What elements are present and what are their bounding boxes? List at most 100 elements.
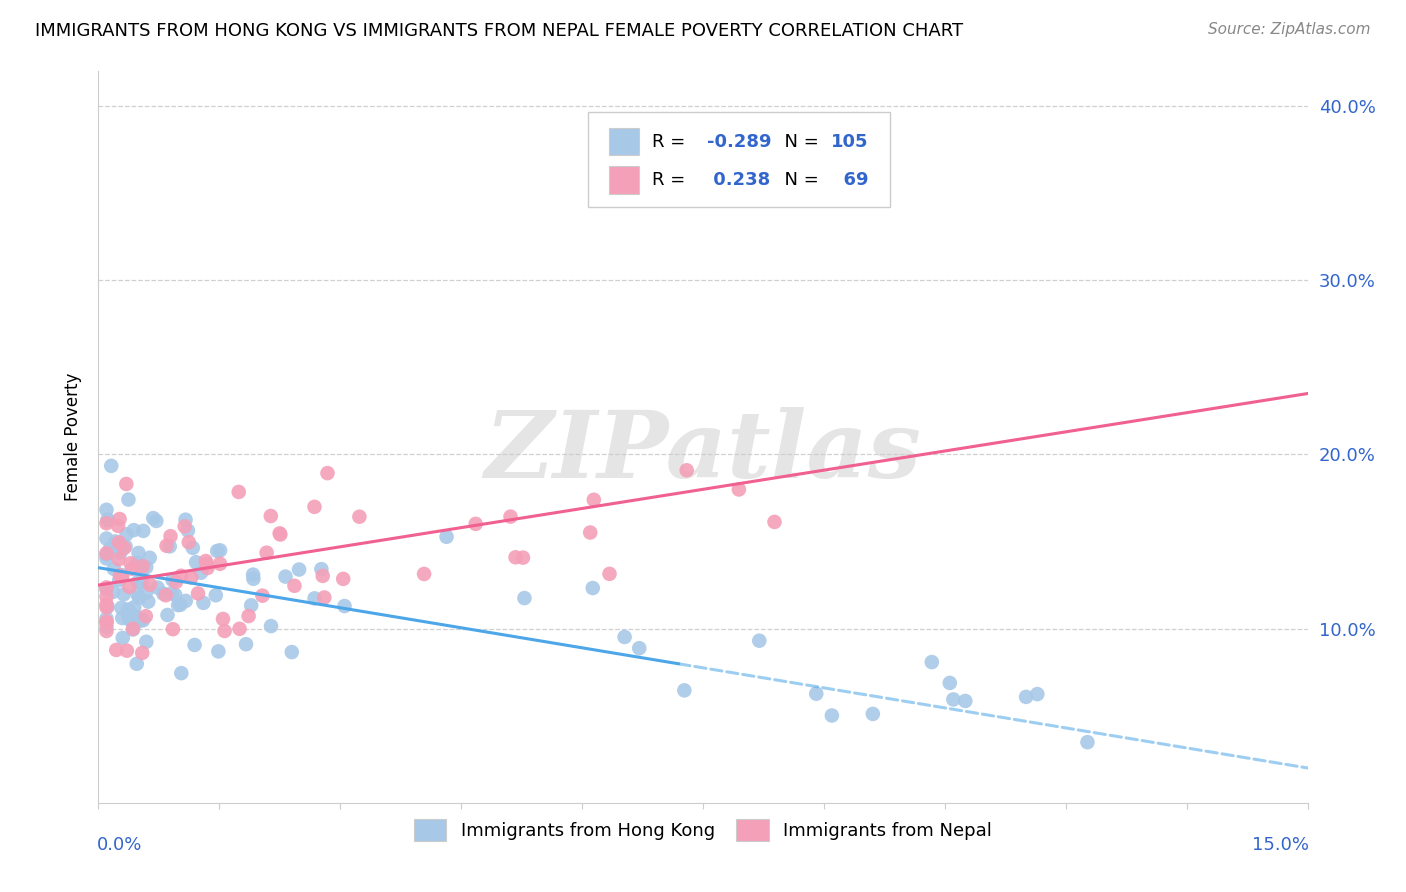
- Point: [212, 612, 235, 626]
- Point: [96, 612, 118, 626]
- Point: [108, 535, 131, 549]
- Point: [628, 641, 651, 656]
- Point: [128, 546, 150, 560]
- Point: [117, 492, 139, 507]
- Point: [311, 562, 333, 576]
- Text: 15.0%: 15.0%: [1251, 836, 1309, 854]
- FancyBboxPatch shape: [609, 167, 638, 194]
- Point: [281, 645, 304, 659]
- Point: [512, 550, 534, 565]
- Point: [170, 569, 193, 583]
- Point: [228, 484, 250, 499]
- Point: [96, 600, 118, 615]
- Point: [111, 568, 134, 582]
- Text: 0.238: 0.238: [707, 171, 770, 189]
- Point: [499, 509, 522, 524]
- Point: [122, 615, 145, 629]
- Point: [582, 492, 605, 507]
- Point: [288, 562, 311, 576]
- Point: [155, 588, 177, 602]
- Point: [190, 566, 212, 580]
- Point: [108, 512, 131, 526]
- Point: [122, 523, 145, 537]
- Point: [117, 602, 139, 616]
- Point: [256, 546, 278, 560]
- Point: [122, 623, 145, 637]
- Point: [209, 543, 232, 558]
- Point: [204, 588, 226, 602]
- Point: [104, 534, 127, 549]
- Y-axis label: Female Poverty: Female Poverty: [65, 373, 83, 501]
- Point: [269, 526, 291, 541]
- Point: [169, 598, 191, 612]
- Text: 105: 105: [831, 133, 869, 151]
- Point: [96, 582, 118, 597]
- Point: [111, 631, 134, 645]
- Point: [129, 558, 152, 573]
- Point: [103, 584, 125, 599]
- Point: [921, 655, 943, 669]
- Point: [120, 557, 142, 571]
- Point: [332, 572, 354, 586]
- Point: [183, 638, 205, 652]
- Point: [115, 527, 138, 541]
- Point: [96, 615, 118, 630]
- Point: [728, 483, 751, 497]
- Point: [174, 594, 197, 608]
- Point: [173, 519, 195, 533]
- Point: [862, 706, 884, 721]
- Point: [98, 541, 121, 556]
- Point: [146, 581, 169, 595]
- Point: [806, 687, 828, 701]
- Point: [118, 612, 141, 626]
- Point: [135, 634, 157, 648]
- Point: [304, 500, 326, 514]
- Point: [110, 546, 132, 560]
- Point: [127, 556, 149, 570]
- Point: [159, 540, 181, 554]
- Point: [107, 537, 129, 551]
- Point: [181, 541, 204, 555]
- Point: [128, 614, 150, 628]
- Point: [131, 564, 153, 578]
- Point: [96, 551, 118, 566]
- Point: [142, 511, 165, 525]
- Point: [96, 598, 118, 612]
- Point: [103, 562, 125, 576]
- Point: [228, 622, 250, 636]
- Point: [118, 580, 141, 594]
- FancyBboxPatch shape: [588, 112, 890, 207]
- Point: [162, 573, 184, 587]
- Point: [96, 590, 118, 604]
- Point: [97, 599, 120, 614]
- Point: [132, 524, 155, 538]
- Point: [139, 577, 162, 591]
- Point: [105, 643, 128, 657]
- Point: [274, 569, 297, 583]
- Point: [96, 624, 118, 638]
- Point: [413, 566, 436, 581]
- Point: [96, 548, 118, 562]
- Point: [112, 587, 135, 601]
- Point: [96, 513, 118, 527]
- Legend: Immigrants from Hong Kong, Immigrants from Nepal: Immigrants from Hong Kong, Immigrants fr…: [406, 812, 1000, 848]
- Text: IMMIGRANTS FROM HONG KONG VS IMMIGRANTS FROM NEPAL FEMALE POVERTY CORRELATION CH: IMMIGRANTS FROM HONG KONG VS IMMIGRANTS …: [35, 22, 963, 40]
- Point: [582, 581, 605, 595]
- Point: [316, 466, 339, 480]
- Text: 69: 69: [831, 171, 869, 189]
- Point: [939, 676, 962, 690]
- Point: [121, 562, 143, 576]
- Point: [193, 596, 215, 610]
- Point: [283, 579, 305, 593]
- Point: [180, 570, 202, 584]
- Point: [260, 508, 283, 523]
- Point: [314, 591, 336, 605]
- Point: [167, 598, 190, 612]
- Point: [955, 694, 977, 708]
- Point: [214, 624, 236, 638]
- Point: [96, 620, 118, 634]
- Point: [108, 568, 131, 582]
- Point: [513, 591, 536, 605]
- Point: [112, 541, 135, 555]
- Point: [235, 637, 257, 651]
